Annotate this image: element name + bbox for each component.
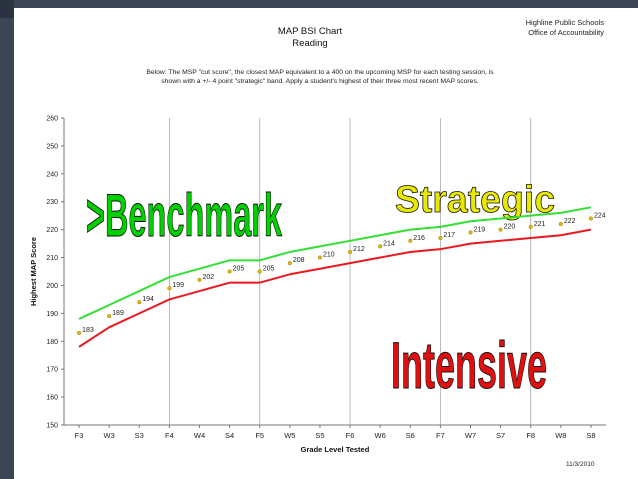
x-tick-label: F6 <box>346 431 355 440</box>
slide-topbar <box>14 0 638 8</box>
x-tick-label: S5 <box>315 431 324 440</box>
x-tick-label: F7 <box>436 431 445 440</box>
data-label: 214 <box>383 240 395 247</box>
chart-title-block: MAP BSI Chart Reading <box>250 26 370 50</box>
data-label: 210 <box>323 252 335 259</box>
data-label: 183 <box>82 327 94 334</box>
data-point <box>257 269 262 274</box>
organization-block: Highline Public Schools Office of Accoun… <box>526 18 604 38</box>
y-tick-label: 180 <box>46 339 58 346</box>
data-point <box>468 230 473 235</box>
x-tick-label: W7 <box>465 431 476 440</box>
y-tick-label: 200 <box>46 283 58 290</box>
data-label: 220 <box>504 224 516 231</box>
data-point <box>408 238 413 243</box>
data-point <box>227 269 232 274</box>
data-label: 219 <box>474 226 486 233</box>
data-point <box>107 314 112 319</box>
x-tick-label: S7 <box>496 431 505 440</box>
y-tick-label: 250 <box>46 143 58 150</box>
data-point <box>528 224 533 229</box>
series-upper-line <box>78 206 592 320</box>
x-tick-label: S6 <box>406 431 415 440</box>
slide-canvas <box>14 8 638 479</box>
data-point <box>197 277 202 282</box>
data-label: 224 <box>594 212 606 219</box>
annotation-benchmark: >Benchmark <box>86 182 282 249</box>
x-tick-label: S3 <box>135 431 144 440</box>
description-line-1: Below: The MSP "cut score", the closest … <box>146 69 494 76</box>
y-tick-label: 230 <box>46 199 58 206</box>
slide-sidebar <box>0 0 14 479</box>
data-label: 208 <box>293 257 305 264</box>
data-point <box>378 244 383 249</box>
chart-title: MAP BSI Chart <box>277 26 343 37</box>
x-tick-label: F3 <box>75 431 84 440</box>
y-tick-label: 240 <box>46 171 58 178</box>
data-point <box>348 249 353 254</box>
x-tick-label: F4 <box>165 431 174 440</box>
x-tick-label: W3 <box>104 431 115 440</box>
chart-subtitle: Reading <box>292 38 328 49</box>
data-label: 212 <box>353 246 365 253</box>
x-tick-label: W8 <box>555 431 566 440</box>
x-tick-label: F5 <box>255 431 264 440</box>
report-date: 11/3/2010 <box>566 461 595 468</box>
data-label: 222 <box>564 218 576 225</box>
org-office: Office of Accountability <box>528 28 604 37</box>
data-label: 194 <box>142 296 154 303</box>
x-tick-label: W5 <box>284 431 295 440</box>
x-tick-label: S8 <box>586 431 595 440</box>
x-axis-title: Grade Level Tested <box>301 445 370 454</box>
data-point <box>588 216 593 221</box>
sidebar-accent <box>0 0 14 18</box>
chart-description: Below: The MSP "cut score", the closest … <box>70 68 570 86</box>
data-label: 199 <box>172 282 184 289</box>
data-label: 216 <box>413 235 425 242</box>
y-tick-label: 160 <box>46 395 58 402</box>
x-tick-label: W4 <box>194 431 205 440</box>
y-tick-label: 260 <box>46 116 58 123</box>
series-lower-line <box>78 228 592 348</box>
data-point <box>438 236 443 241</box>
y-tick-label: 210 <box>46 255 58 262</box>
y-tick-label: 170 <box>46 367 58 374</box>
data-label: 189 <box>112 310 124 317</box>
x-tick-label: S4 <box>225 431 234 440</box>
org-name: Highline Public Schools <box>525 18 604 27</box>
data-point <box>77 330 82 335</box>
data-point <box>317 255 322 260</box>
description-line-2: shown with a +/- 4 point "strategic" ban… <box>161 78 479 85</box>
x-tick-label: F8 <box>526 431 535 440</box>
data-point <box>498 227 503 232</box>
data-label: 221 <box>534 221 546 228</box>
data-point <box>287 261 292 266</box>
annotation-strategic: Strategic <box>395 179 555 221</box>
data-label: 217 <box>443 232 455 239</box>
y-tick-label: 220 <box>46 227 58 234</box>
data-label: 205 <box>263 266 275 273</box>
annotation-intensive: Intensive <box>391 328 547 402</box>
data-point <box>558 222 563 227</box>
y-tick-label: 150 <box>46 423 58 430</box>
data-label: 205 <box>233 266 245 273</box>
data-point <box>137 300 142 305</box>
data-label: 202 <box>203 274 215 281</box>
data-point <box>167 286 172 291</box>
y-axis-title: Highest MAP Score <box>29 237 38 306</box>
x-tick-label: W6 <box>375 431 386 440</box>
y-tick-label: 190 <box>46 311 58 318</box>
